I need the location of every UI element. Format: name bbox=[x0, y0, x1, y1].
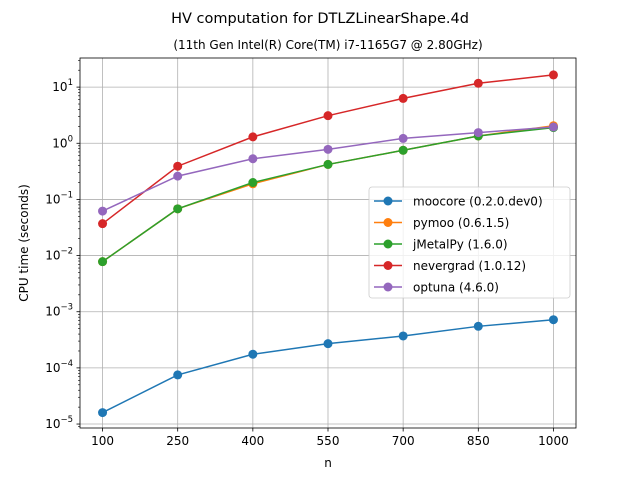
data-point bbox=[398, 331, 408, 341]
y-tick-label: 100 bbox=[52, 134, 73, 150]
data-point bbox=[473, 321, 483, 331]
legend-label: moocore (0.2.0.dev0) bbox=[413, 195, 543, 209]
chart-subtitle: (11th Gen Intel(R) Core(TM) i7-1165G7 @ … bbox=[173, 38, 482, 52]
data-point bbox=[248, 178, 258, 188]
data-point bbox=[248, 349, 258, 359]
data-point bbox=[173, 204, 183, 214]
data-point bbox=[548, 122, 558, 132]
y-tick-label: 10−5 bbox=[45, 415, 73, 431]
legend: moocore (0.2.0.dev0) pymoo (0.6.1.5) jMeta… bbox=[368, 186, 571, 299]
legend-box bbox=[368, 186, 571, 299]
data-point bbox=[398, 93, 408, 103]
legend-label: optuna (4.6.0) bbox=[413, 281, 499, 295]
x-tick-label: 250 bbox=[166, 434, 189, 448]
data-point bbox=[98, 408, 108, 418]
data-point bbox=[548, 70, 558, 80]
data-point bbox=[473, 128, 483, 138]
data-point bbox=[248, 132, 258, 142]
y-tick-label: 10−3 bbox=[45, 303, 73, 319]
series-4 bbox=[98, 122, 558, 216]
data-point bbox=[173, 161, 183, 171]
data-point bbox=[248, 154, 258, 164]
x-tick-label: 550 bbox=[317, 434, 340, 448]
data-point bbox=[398, 133, 408, 143]
legend-marker bbox=[383, 239, 393, 249]
y-axis-label: CPU time (seconds) bbox=[17, 184, 31, 302]
series-3 bbox=[98, 70, 558, 229]
data-point bbox=[323, 111, 333, 121]
series-group bbox=[98, 70, 558, 418]
legend-label: pymoo (0.6.1.5) bbox=[413, 216, 509, 230]
x-tick-label: 400 bbox=[241, 434, 264, 448]
data-point bbox=[548, 315, 558, 325]
series-0 bbox=[98, 315, 558, 418]
legend-label: nevergrad (1.0.12) bbox=[413, 259, 526, 273]
x-tick-label: 100 bbox=[91, 434, 114, 448]
y-tick-label: 10−2 bbox=[45, 247, 73, 263]
legend-marker bbox=[383, 218, 393, 227]
data-point bbox=[98, 206, 108, 216]
data-point bbox=[98, 257, 108, 267]
data-point bbox=[173, 370, 183, 380]
legend-label: jMetalPy (1.6.0) bbox=[412, 238, 508, 252]
data-point bbox=[323, 144, 333, 154]
data-point bbox=[98, 219, 108, 229]
ticks: 100 250 400 550 700 850 1000 10−5 10−4 10−3 10−2 10… bbox=[45, 60, 569, 448]
data-point bbox=[323, 339, 333, 349]
legend-marker bbox=[383, 261, 393, 270]
legend-marker bbox=[383, 196, 393, 206]
x-tick-label: 850 bbox=[467, 434, 490, 448]
y-tick-label: 10−4 bbox=[45, 359, 73, 375]
data-point bbox=[173, 171, 183, 181]
data-point bbox=[398, 145, 408, 155]
x-axis-label: n bbox=[324, 456, 332, 470]
y-tick-label: 10−1 bbox=[45, 190, 73, 206]
data-point bbox=[473, 78, 483, 88]
data-point bbox=[323, 159, 333, 169]
chart-title: HV computation for DTLZLinearShape.4d bbox=[171, 11, 469, 27]
legend-marker bbox=[383, 282, 393, 292]
x-tick-label: 700 bbox=[392, 434, 415, 448]
y-tick-label: 101 bbox=[52, 78, 73, 94]
x-tick-label: 1000 bbox=[538, 434, 569, 448]
